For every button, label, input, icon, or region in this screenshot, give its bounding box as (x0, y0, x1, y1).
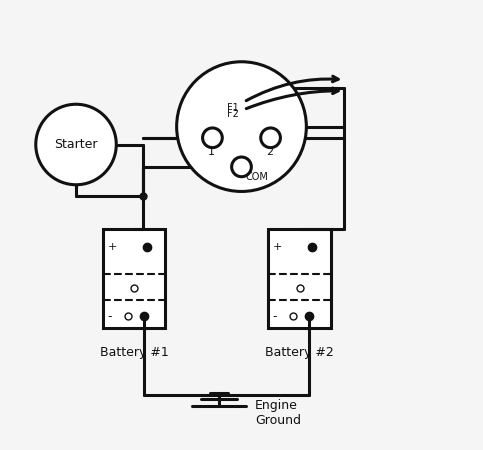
Circle shape (36, 104, 116, 185)
Text: Starter: Starter (54, 138, 98, 151)
Text: +: + (107, 242, 117, 252)
Circle shape (202, 128, 222, 148)
Text: 2: 2 (266, 147, 273, 157)
Text: F2: F2 (227, 109, 239, 119)
Circle shape (261, 128, 281, 148)
Text: 1: 1 (208, 147, 214, 157)
Text: -: - (107, 310, 112, 323)
Text: COM: COM (245, 172, 268, 182)
Text: F1: F1 (227, 103, 239, 113)
Bar (103, 230, 166, 328)
Text: Engine
Ground: Engine Ground (255, 399, 301, 427)
Text: Battery #2: Battery #2 (265, 346, 334, 359)
Circle shape (232, 157, 251, 177)
Text: -: - (273, 310, 277, 323)
Bar (269, 230, 331, 328)
Text: +: + (273, 242, 282, 252)
Text: Battery #1: Battery #1 (100, 346, 169, 359)
Circle shape (177, 62, 306, 191)
